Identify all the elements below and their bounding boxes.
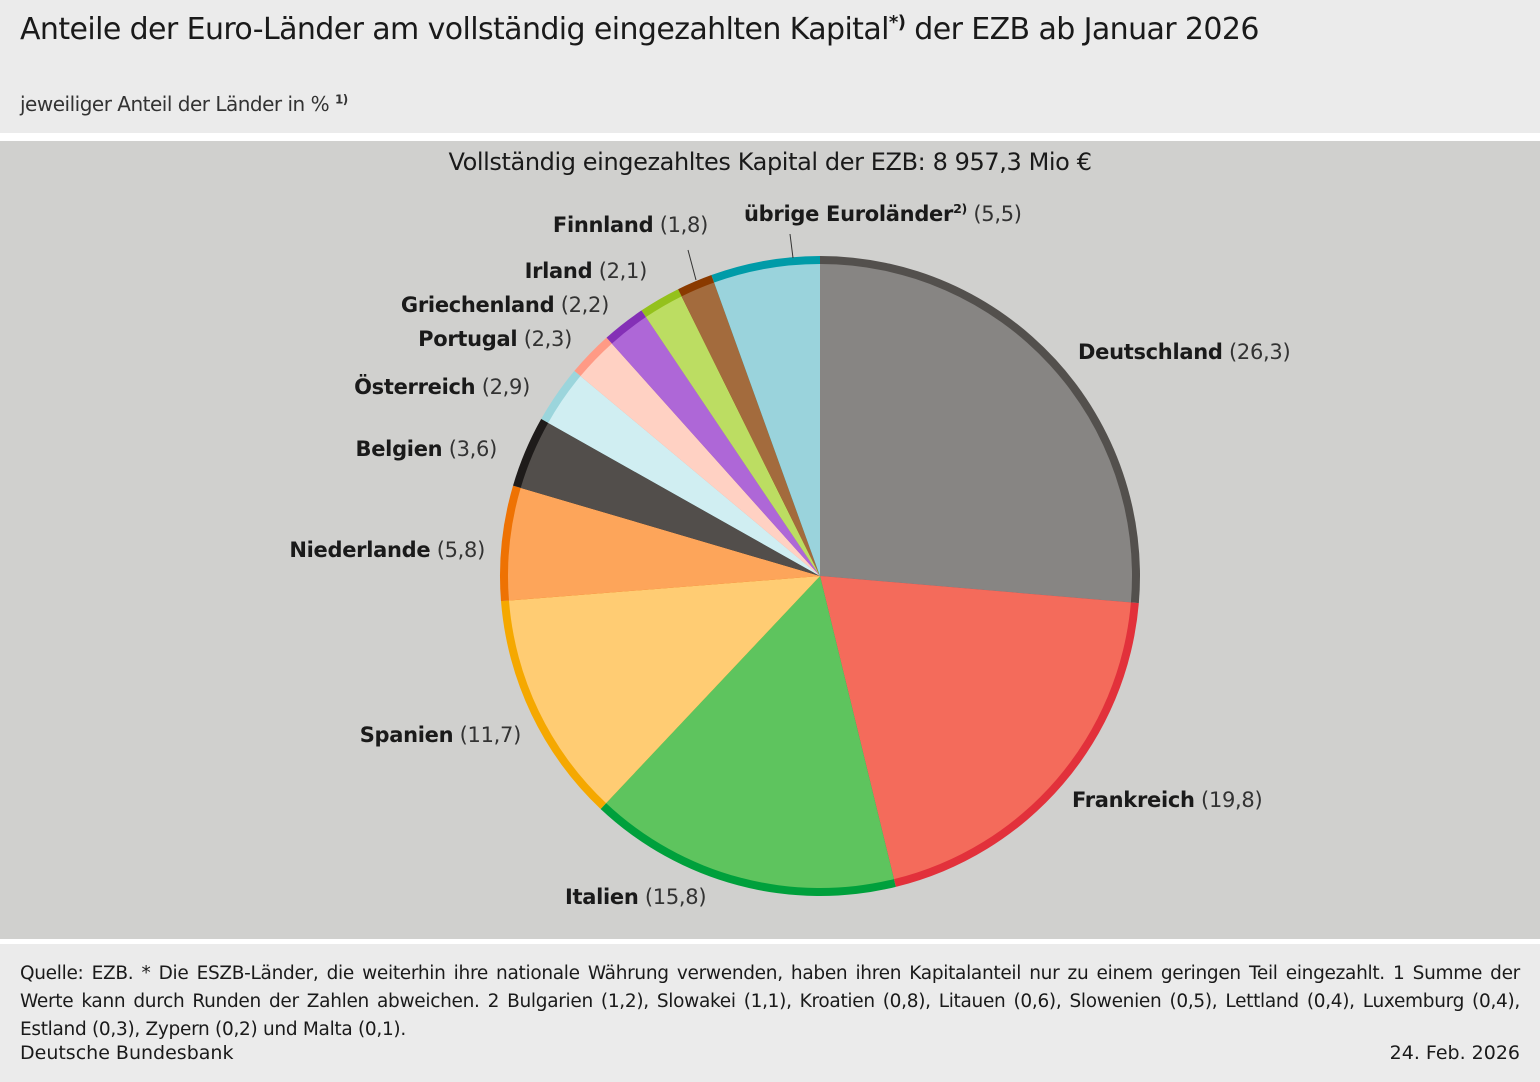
- source: Deutsche Bundesbank: [20, 1042, 234, 1064]
- label-irland: Irland (2,1): [524, 259, 648, 283]
- pie-title: Vollständig eingezahltes Kapital der EZB…: [448, 148, 1092, 176]
- label-uebrige: übrige Euroländer2) (5,5): [744, 201, 1022, 226]
- slice-name: Portugal: [418, 327, 518, 351]
- title-footnote-mark: *): [888, 12, 906, 33]
- slice-niederlande: [508, 487, 820, 601]
- divider: [0, 939, 1540, 944]
- slice-portugal: [580, 343, 820, 576]
- slice-name: Belgien: [355, 437, 443, 461]
- footer: [0, 944, 1540, 1082]
- slice-finnland: [681, 282, 820, 576]
- subtitle-footnote-mark: 1): [334, 92, 348, 107]
- slice-name: Griechenland: [400, 293, 555, 317]
- slice-frankreich: [820, 576, 1131, 880]
- subtitle-text: jeweiliger Anteil der Länder in %: [20, 92, 330, 116]
- label-italien: Italien (15,8): [565, 885, 707, 909]
- slice-name: Irland: [524, 259, 593, 283]
- title-text: Anteile der Euro-Länder am vollständig e…: [20, 12, 889, 47]
- slice-name: übrige Euroländer: [744, 202, 954, 226]
- slice-name: Italien: [565, 885, 639, 909]
- slice-value: (2,1): [598, 259, 648, 283]
- slice-italien: [606, 576, 894, 888]
- slice-value: (5,5): [973, 202, 1022, 226]
- slice-name: Österreich: [354, 375, 476, 399]
- slice-spanien: [508, 576, 820, 804]
- leader-line-uebrige: [789, 233, 794, 259]
- slice-übrige-euroländer: [714, 264, 820, 576]
- label-finnland: Finnland (1,8): [553, 213, 708, 237]
- slice-deutschland: [820, 264, 1132, 603]
- chart-title: Anteile der Euro-Länder am vollständig e…: [20, 12, 1259, 47]
- header: [0, 0, 1540, 133]
- slice-irland: [645, 296, 820, 576]
- slice-value: (2,3): [523, 327, 573, 351]
- label-niederlande: Niederlande (5,8): [289, 538, 485, 562]
- label-oesterreich: Österreich (2,9): [354, 375, 530, 399]
- subtitle: jeweiliger Anteil der Länder in % 1): [20, 92, 348, 116]
- footnote-mark: 2): [953, 201, 967, 216]
- slice-name: Deutschland: [1078, 340, 1223, 364]
- slice-value: (3,6): [448, 437, 498, 461]
- slice-belgien: [520, 422, 820, 576]
- slice-griechenland: [611, 317, 820, 576]
- slice-name: Finnland: [552, 213, 654, 237]
- label-spanien: Spanien (11,7): [359, 723, 522, 747]
- slice-value: (1,8): [659, 213, 709, 237]
- slice-value: (26,3): [1229, 340, 1291, 364]
- slice-value: (15,8): [644, 885, 707, 909]
- slice-value: (2,2): [560, 293, 610, 317]
- label-deutschland: Deutschland (26,3): [1078, 340, 1291, 364]
- label-portugal: Portugal (2,3): [418, 327, 572, 351]
- date: 24. Feb. 2026: [1389, 1042, 1520, 1064]
- label-frankreich: Frankreich (19,8): [1072, 788, 1263, 812]
- slice-name: Frankreich: [1072, 788, 1195, 812]
- slice-österreich: [548, 376, 820, 576]
- slice-value: (5,8): [436, 538, 486, 562]
- title-text-end: der EZB ab Januar 2026: [905, 12, 1259, 47]
- slice-name: Niederlande: [289, 538, 431, 562]
- slice-name: Spanien: [359, 723, 454, 747]
- label-belgien: Belgien (3,6): [355, 437, 498, 461]
- label-griechenland: Griechenland (2,2): [401, 293, 609, 317]
- slice-value: (2,9): [481, 375, 531, 399]
- slice-value: (19,8): [1201, 788, 1263, 812]
- footnotes: Quelle: EZB. * Die ESZB-Länder, die weit…: [20, 963, 1520, 1040]
- slice-value: (11,7): [459, 723, 522, 747]
- leader-line-finnland: [687, 249, 697, 281]
